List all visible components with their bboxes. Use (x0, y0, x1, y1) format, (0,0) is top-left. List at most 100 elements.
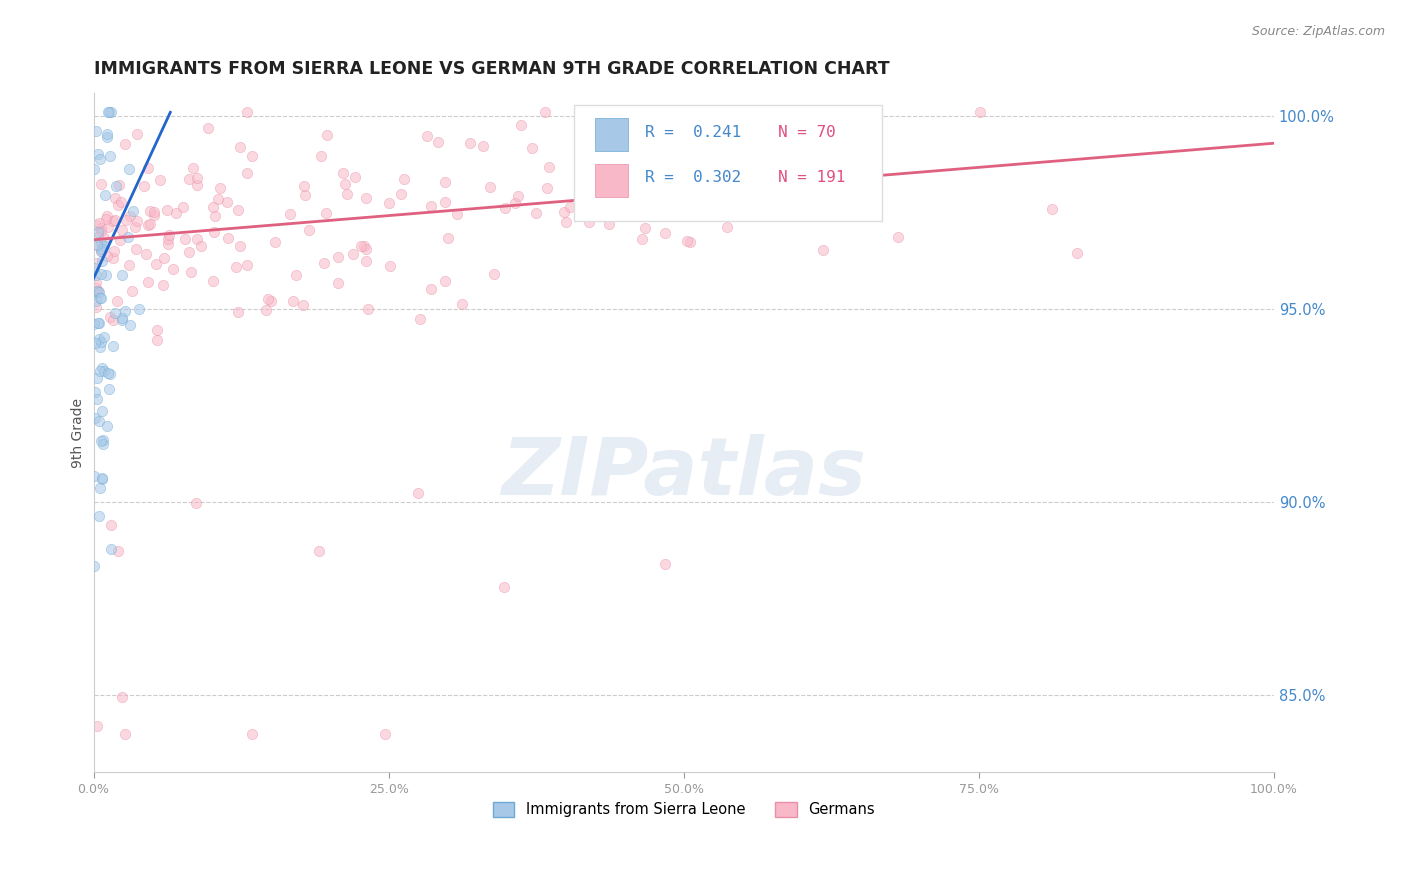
Point (87, 225, 110, 239)
Point (93, 231, 115, 245)
Point (427, 135, 450, 149)
Point (236, 105, 259, 120)
Point (100, 105, 122, 120)
Point (433, 274, 456, 288)
Point (679, 235, 702, 249)
Point (758, 112, 780, 127)
Point (332, 167, 354, 181)
Point (136, 275, 159, 289)
Point (392, 172, 415, 186)
Point (796, 178, 818, 193)
Point (86, 238, 108, 252)
Point (145, 257, 167, 271)
Point (114, 137, 136, 152)
Point (142, 208, 165, 222)
Point (110, 268, 132, 282)
Point (83, 468, 105, 483)
Point (197, 121, 219, 136)
Point (84, 256, 107, 270)
Point (128, 301, 150, 316)
Point (101, 313, 124, 327)
Point (100, 517, 122, 532)
Point (86, 718, 108, 732)
Point (294, 188, 316, 202)
Point (416, 129, 439, 144)
Point (110, 223, 132, 237)
Point (183, 161, 205, 175)
Point (101, 252, 124, 266)
Point (94, 187, 117, 202)
Point (157, 228, 180, 243)
Point (209, 181, 232, 195)
Point (1066, 245, 1088, 260)
Point (118, 209, 141, 223)
Point (634, 220, 657, 235)
Point (117, 230, 139, 244)
Point (494, 202, 516, 216)
Point (292, 298, 315, 312)
Point (96, 211, 118, 226)
Point (389, 186, 412, 201)
Point (202, 200, 225, 214)
Point (89, 481, 111, 495)
Point (186, 171, 208, 186)
Point (86, 284, 108, 298)
Point (152, 251, 174, 265)
Point (86, 371, 108, 385)
Point (90, 224, 112, 238)
Point (689, 190, 711, 204)
Point (90, 434, 112, 448)
Point (522, 141, 544, 155)
Point (114, 727, 136, 741)
Point (636, 105, 658, 120)
Text: Source: ZipAtlas.com: Source: ZipAtlas.com (1251, 25, 1385, 38)
Point (260, 293, 283, 308)
Point (668, 153, 690, 168)
Point (312, 256, 335, 270)
Point (173, 200, 195, 214)
Point (118, 162, 141, 177)
Point (315, 205, 337, 219)
Point (156, 237, 179, 252)
Point (108, 178, 131, 192)
Point (676, 234, 699, 248)
Point (228, 238, 250, 252)
Point (309, 149, 332, 163)
Point (354, 191, 377, 205)
Point (326, 276, 349, 290)
Point (90, 221, 112, 235)
Point (406, 486, 429, 500)
Point (578, 215, 600, 229)
Point (104, 306, 127, 320)
Point (228, 140, 250, 154)
Point (101, 339, 124, 353)
Point (105, 293, 128, 308)
Point (644, 160, 666, 174)
Point (558, 200, 581, 214)
FancyBboxPatch shape (595, 118, 628, 151)
Point (343, 169, 366, 184)
Point (83, 384, 105, 399)
Point (91, 404, 114, 418)
Point (434, 195, 457, 210)
Legend: Immigrants from Sierra Leone, Germans: Immigrants from Sierra Leone, Germans (486, 796, 880, 822)
Point (479, 180, 502, 194)
Point (84, 124, 107, 138)
Point (409, 311, 432, 326)
Point (84, 301, 107, 315)
Point (204, 209, 226, 223)
Text: IMMIGRANTS FROM SIERRA LEONE VS GERMAN 9TH GRADE CORRELATION CHART: IMMIGRANTS FROM SIERRA LEONE VS GERMAN 9… (94, 60, 889, 78)
Point (236, 166, 259, 180)
Point (87, 229, 110, 244)
Point (1040, 202, 1063, 216)
Text: N = 70: N = 70 (779, 125, 837, 140)
Point (83, 317, 105, 331)
Y-axis label: 9th Grade: 9th Grade (72, 398, 86, 467)
Point (294, 178, 316, 193)
Point (90, 472, 112, 486)
Point (254, 302, 277, 317)
Point (654, 557, 676, 571)
Point (87, 285, 110, 299)
Point (96, 127, 118, 141)
Point (89, 153, 111, 167)
